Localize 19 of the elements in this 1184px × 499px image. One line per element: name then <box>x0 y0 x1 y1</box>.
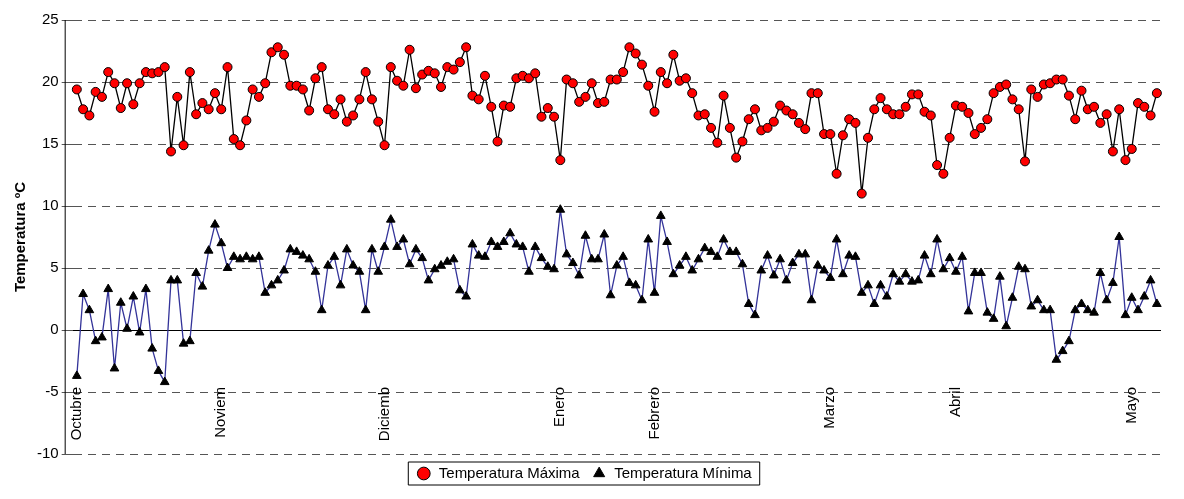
y-tick-label: 10 <box>41 196 59 214</box>
y-tick-label: 0 <box>50 320 59 338</box>
y-tick-label: 25 <box>41 10 59 28</box>
y-axis-title: Temperatura ºC <box>11 181 29 293</box>
x-tick-label: Noviem <box>211 387 229 438</box>
x-tick-label: Marzo <box>820 387 838 429</box>
legend-label: Temperatura Máxima <box>438 463 581 481</box>
x-tick-label: Enero <box>550 387 568 428</box>
y-tick-label: 20 <box>41 72 59 90</box>
x-tick-label: Febrero <box>644 387 662 440</box>
y-tick-label: -10 <box>36 444 59 462</box>
legend-label: Temperatura Mínima <box>614 463 753 481</box>
x-tick-label: Abril <box>946 387 964 418</box>
y-tick-label: -5 <box>45 382 59 400</box>
x-tick-label: Octubre <box>66 387 84 441</box>
x-tick-label: Mayo <box>1121 387 1139 424</box>
y-tick-label: 15 <box>41 134 59 152</box>
x-tick-label: Diciemb <box>374 387 392 442</box>
y-tick-label: 5 <box>50 258 59 276</box>
